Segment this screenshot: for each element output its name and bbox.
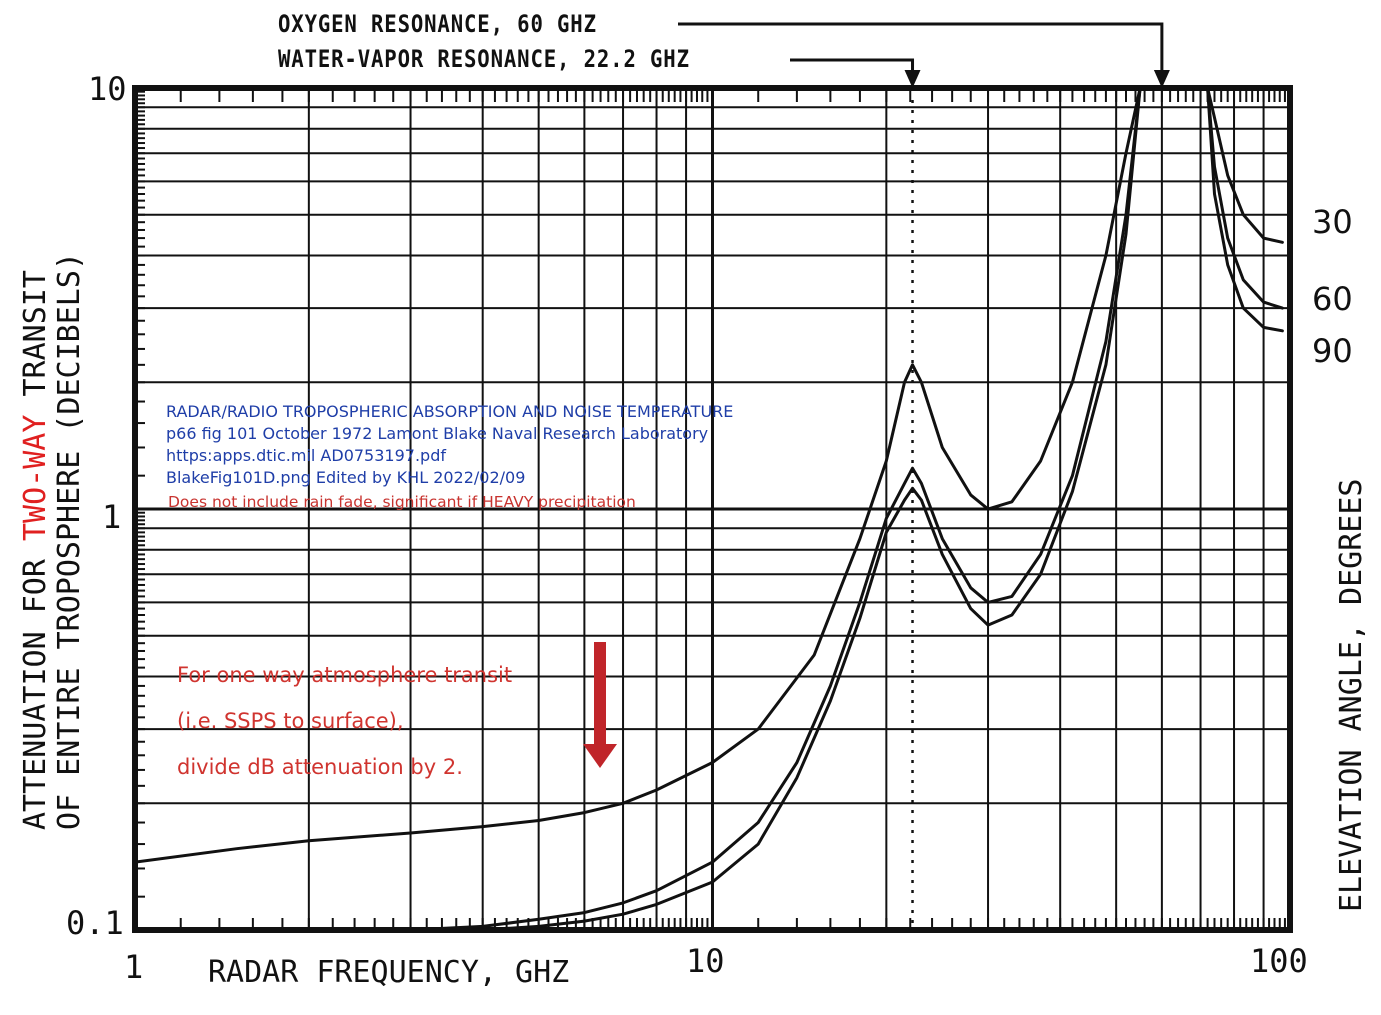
one-way-note-line: divide dB attenuation by 2. [177, 755, 463, 779]
y-axis-title-post: TRANSIT [18, 270, 53, 415]
source-note-line: BlakeFig101D.png Edited by KHL 2022/02/0… [166, 468, 526, 487]
y-axis-title-line2: OF ENTIRE TROPOSPHERE (DECIBELS) [52, 252, 87, 830]
y-axis-title-pre: ATTENUATION FOR [18, 541, 53, 830]
oxygen-resonance-label: OXYGEN RESONANCE, 60 GHZ [278, 10, 597, 38]
one-way-note-line: For one way atmosphere transit [177, 663, 513, 687]
water-vapor-arrowhead [904, 70, 921, 88]
divide-arrow [583, 642, 617, 768]
source-note-line: p66 fig 101 October 1972 Lamont Blake Na… [166, 424, 709, 443]
one-way-note-line: (i.e. SSPS to surface), [177, 709, 404, 733]
x-tick-label-100: 100 [1250, 942, 1308, 980]
y-axis-title-line1: ATTENUATION FOR TWO-WAY TRANSIT [18, 270, 53, 830]
series-line-60 [1206, 88, 1284, 310]
series-line-30 [1206, 88, 1284, 244]
oxygen-leader [678, 22, 1164, 76]
chart-ticks [134, 87, 1291, 931]
attenuation-curves [135, 88, 1284, 930]
series-line-90 [481, 88, 1142, 930]
elevation-label-60: 60 [1312, 280, 1353, 318]
elevation-label-90: 90 [1312, 332, 1353, 370]
series-line-30 [135, 88, 1142, 864]
resonance-markers [678, 22, 1170, 930]
oxygen-arrowhead [1153, 70, 1170, 88]
rain-fade-note: Does not include rain fade, significant … [168, 493, 636, 511]
y-tick-label-0.1: 0.1 [66, 904, 124, 942]
x-axis-title: RADAR FREQUENCY, GHZ [208, 955, 570, 990]
x-tick-label-1: 1 [124, 948, 144, 986]
y-axis-title-highlight: TWO-WAY [18, 414, 53, 542]
elevation-angle-title: ELEVATION ANGLE, DEGREES [1334, 478, 1369, 912]
series-line-90 [1206, 88, 1284, 333]
y-tick-label-10: 10 [88, 70, 127, 108]
source-note-line: RADAR/RADIO TROPOSPHERIC ABSORPTION AND … [166, 402, 734, 421]
water-vapor-resonance-label: WATER-VAPOR RESONANCE, 22.2 GHZ [278, 45, 690, 73]
one-way-note: For one way atmosphere transit (i.e. SSP… [177, 652, 512, 790]
x-tick-label-10: 10 [686, 942, 725, 980]
water-vapor-leader [790, 58, 915, 78]
source-note-line: https:apps.dtic.mil AD0753197.pdf [166, 446, 446, 465]
source-note: RADAR/RADIO TROPOSPHERIC ABSORPTION AND … [166, 401, 733, 489]
series-line-60 [409, 88, 1142, 930]
elevation-label-30: 30 [1312, 203, 1353, 241]
red-arrow-shaft [594, 642, 606, 746]
red-arrow-head [583, 744, 617, 768]
y-tick-label-1: 1 [102, 498, 122, 536]
